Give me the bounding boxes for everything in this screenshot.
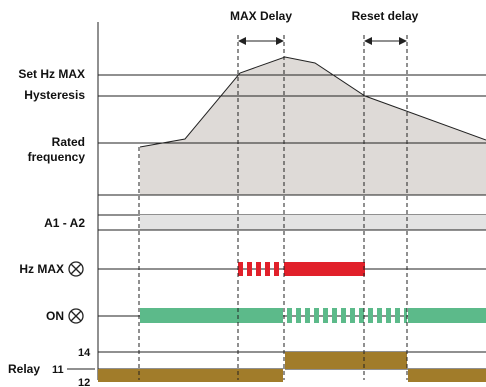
on-blink-seg bbox=[359, 308, 364, 323]
circle-cross-icon bbox=[68, 261, 84, 277]
rated-label-line2: frequency bbox=[28, 150, 86, 164]
reset-delay-label: Reset delay bbox=[352, 9, 419, 23]
hz-max-blink-seg bbox=[265, 262, 270, 276]
on-label: ON bbox=[46, 309, 64, 323]
on-blink-seg bbox=[323, 308, 328, 323]
on-steady-seg bbox=[408, 308, 486, 323]
relay-contact-bars bbox=[98, 352, 486, 382]
hz-max-blink-seg bbox=[256, 262, 261, 276]
on-blink-seg bbox=[305, 308, 310, 323]
on-blink-seg bbox=[377, 308, 382, 323]
hz-max-blink-seg bbox=[274, 262, 279, 276]
hz-max-led-bar bbox=[238, 262, 365, 276]
relay-contact-12-seg bbox=[98, 369, 283, 382]
hz-max-blink-seg bbox=[247, 262, 252, 276]
relay-contact-12-seg bbox=[408, 369, 486, 382]
on-blink-seg bbox=[404, 308, 407, 323]
on-blink-seg bbox=[296, 308, 301, 323]
rated-label-line1: Rated bbox=[52, 135, 85, 149]
frequency-curve-area bbox=[140, 57, 486, 195]
max-delay-arrow bbox=[238, 37, 284, 45]
on-steady-seg bbox=[140, 308, 283, 323]
relay-terminal-12: 12 bbox=[78, 377, 90, 387]
a1-a2-bar bbox=[140, 215, 486, 230]
on-blink-seg bbox=[395, 308, 400, 323]
on-blink-seg bbox=[341, 308, 346, 323]
on-blink-seg bbox=[332, 308, 337, 323]
on-blink-seg bbox=[287, 308, 292, 323]
on-led-bar bbox=[140, 308, 486, 323]
hz-max-blink-seg bbox=[238, 262, 243, 276]
relay-contact-14-seg bbox=[285, 352, 407, 369]
relay-terminal-14: 14 bbox=[78, 347, 91, 359]
relay-terminal-11: 11 bbox=[52, 364, 64, 376]
reset-delay-arrow bbox=[364, 37, 407, 45]
hz-max-steady-seg bbox=[284, 262, 365, 276]
relay-label: Relay bbox=[8, 362, 40, 376]
set-hz-max-label: Set Hz MAX bbox=[18, 67, 85, 81]
a1-a2-label: A1 - A2 bbox=[44, 216, 85, 230]
on-blink-seg bbox=[350, 308, 355, 323]
hz-max-label: Hz MAX bbox=[19, 262, 64, 276]
on-blink-seg bbox=[314, 308, 319, 323]
max-delay-label: MAX Delay bbox=[230, 9, 292, 23]
on-blink-seg bbox=[368, 308, 373, 323]
on-blink-seg bbox=[386, 308, 391, 323]
circle-cross-icon bbox=[68, 308, 84, 324]
hysteresis-label: Hysteresis bbox=[24, 88, 85, 102]
